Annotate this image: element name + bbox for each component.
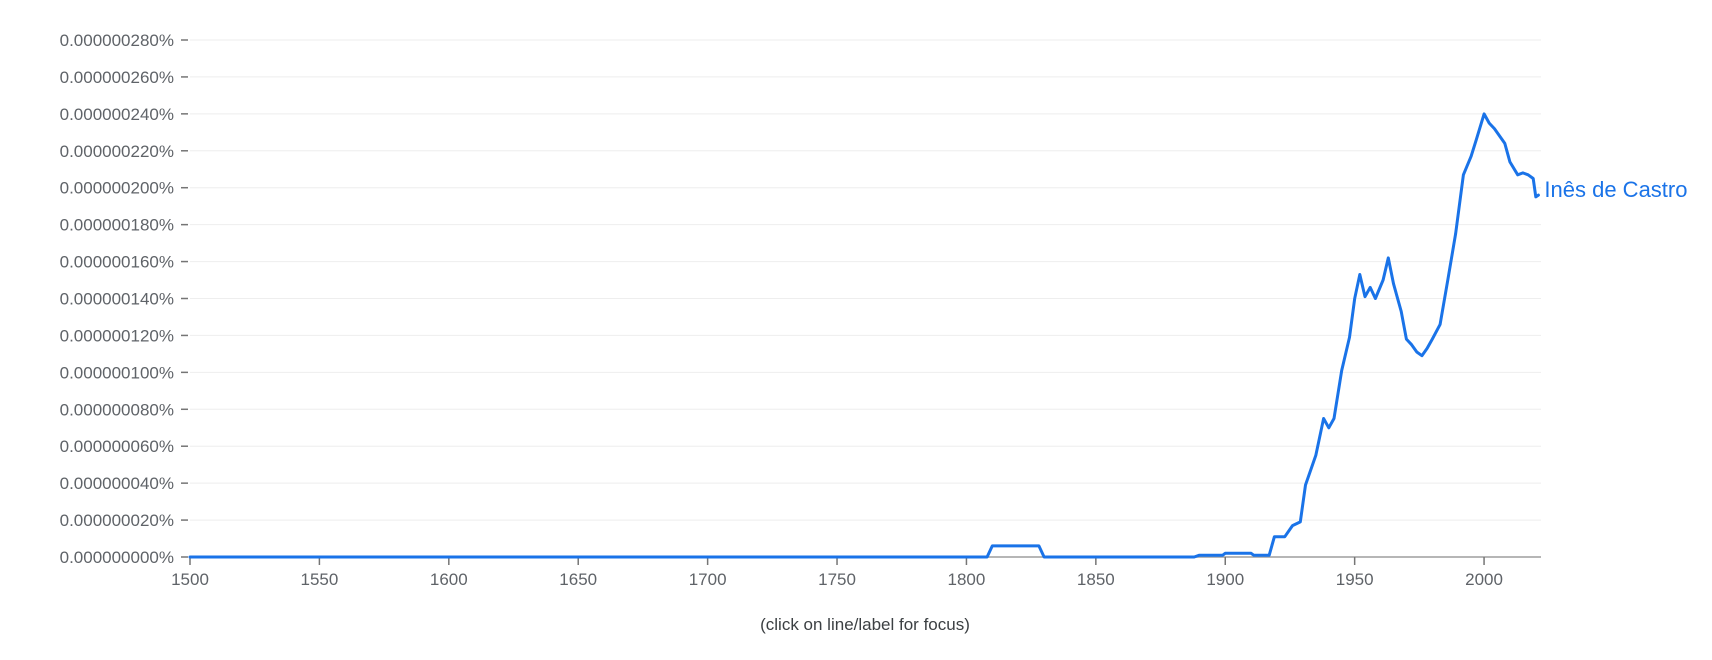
y-tick-label: 0.000000200%: [60, 179, 174, 198]
y-tick-label: 0.000000080%: [60, 400, 174, 419]
focus-hint: (click on line/label for focus): [760, 615, 970, 634]
series-label[interactable]: Inês de Castro: [1544, 177, 1687, 202]
y-tick-label: 0.000000140%: [60, 290, 174, 309]
series-line[interactable]: [188, 112, 1540, 559]
x-tick-label: 1600: [430, 570, 468, 589]
y-tick-label: 0.000000280%: [60, 31, 174, 50]
y-tick-label: 0.000000020%: [60, 511, 174, 530]
x-tick-label: 1900: [1206, 570, 1244, 589]
y-tick-label: 0.000000260%: [60, 68, 174, 87]
x-tick-label: 1650: [559, 570, 597, 589]
y-tick-label: 0.000000120%: [60, 326, 174, 345]
x-tick-label: 1550: [300, 570, 338, 589]
y-tick-label: 0.000000060%: [60, 437, 174, 456]
grid-lines: [190, 39, 1541, 521]
x-tick-label: 1800: [948, 570, 986, 589]
y-tick-label: 0.000000100%: [60, 363, 174, 382]
y-tick-label: 0.000000040%: [60, 474, 174, 493]
x-axis: 1500 1550 1600 1650 1700 1750 1800 1850 1900 1950…: [171, 556, 1541, 589]
x-tick-label: 1700: [689, 570, 727, 589]
y-tick-label: 0.000000160%: [60, 253, 174, 272]
y-axis: 0.000000000% 0.000000020% 0.000000040% 0.00…: [60, 31, 188, 567]
y-tick-label: 0.000000180%: [60, 216, 174, 235]
x-tick-label: 1850: [1077, 570, 1115, 589]
x-tick-label: 1950: [1336, 570, 1374, 589]
y-tick-label: 0.000000240%: [60, 105, 174, 124]
series-lines[interactable]: Inês de Castro: [188, 112, 1687, 559]
x-tick-label: 1750: [818, 570, 856, 589]
x-tick-label: 1500: [171, 570, 209, 589]
y-tick-label: 0.000000000%: [60, 548, 174, 567]
y-tick-label: 0.000000220%: [60, 142, 174, 161]
x-tick-label: 2000: [1465, 570, 1503, 589]
